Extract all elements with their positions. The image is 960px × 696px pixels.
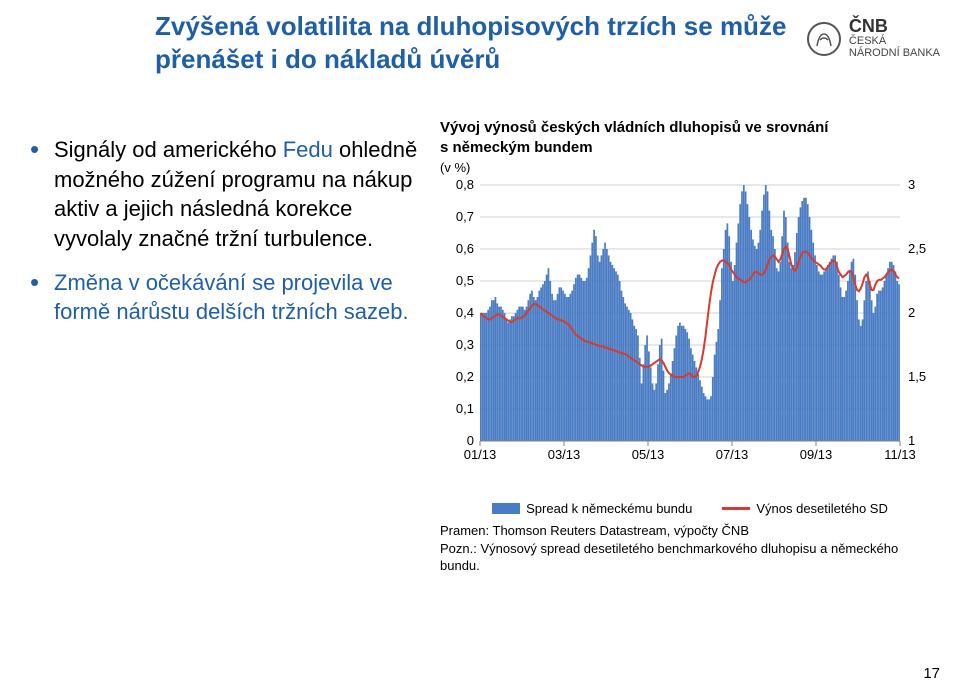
- svg-text:2,5: 2,5: [908, 241, 926, 256]
- chart-title: Vývoj výnosů českých vládních dluhopisů …: [440, 118, 940, 157]
- lion-icon: [805, 20, 843, 58]
- source-line2: Pozn.: Výnosový spread desetiletého benc…: [440, 541, 898, 574]
- svg-text:0,1: 0,1: [456, 401, 474, 416]
- chart-legend: Spread k německému bundu Výnos desetileté…: [440, 501, 940, 516]
- chart-plot: 0 0,1 0,2 0,3 0,4 0,5 0,6 0,7 0,8 1 1,5 2 2,5 3 01/13 0…: [440, 179, 940, 499]
- logo-line2: NÁRODNÍ BANKA: [849, 47, 940, 59]
- chart-title-line2: s německým bundem: [440, 139, 593, 156]
- svg-text:07/13: 07/13: [716, 447, 749, 462]
- legend-label: Výnos desetiletého SD: [756, 501, 888, 516]
- svg-text:1: 1: [908, 433, 915, 448]
- svg-text:11/13: 11/13: [884, 447, 916, 462]
- svg-text:01/13: 01/13: [464, 447, 497, 462]
- page-number: 17: [923, 665, 940, 682]
- svg-text:0,2: 0,2: [456, 369, 474, 384]
- chart-source: Pramen: Thomson Reuters Datastream, výpo…: [440, 522, 940, 575]
- svg-text:3: 3: [908, 179, 915, 192]
- logo-abbr: ČNB: [849, 18, 940, 35]
- chart-title-line1: Vývoj výnosů českých vládních dluhopisů …: [440, 119, 828, 136]
- svg-text:0: 0: [467, 433, 474, 448]
- svg-text:0,4: 0,4: [456, 305, 474, 320]
- svg-text:0,5: 0,5: [456, 273, 474, 288]
- title-line2: přenášet i do nákladů úvěrů: [155, 44, 500, 74]
- legend-item: Spread k německému bundu: [492, 501, 692, 516]
- svg-text:09/13: 09/13: [800, 447, 833, 462]
- svg-text:0,6: 0,6: [456, 241, 474, 256]
- svg-text:0,3: 0,3: [456, 337, 474, 352]
- legend-swatch: [492, 503, 520, 514]
- svg-text:05/13: 05/13: [632, 447, 665, 462]
- chart-block: Vývoj výnosů českých vládních dluhopisů …: [440, 118, 940, 575]
- chart-svg: 0 0,1 0,2 0,3 0,4 0,5 0,6 0,7 0,8 1 1,5 2 2,5 3 01/13 0…: [440, 179, 940, 469]
- page-title: Zvýšená volatilita na dluhopisových trzí…: [155, 10, 786, 75]
- bullet-list: Signály od amerického Fedu ohledně možné…: [30, 135, 420, 341]
- cnb-logo: ČNB ČESKÁ NÁRODNÍ BANKA: [805, 18, 940, 59]
- title-line1: Zvýšená volatilita na dluhopisových trzí…: [155, 11, 786, 41]
- svg-text:0,8: 0,8: [456, 179, 474, 192]
- svg-text:0,7: 0,7: [456, 209, 474, 224]
- legend-item: Výnos desetiletého SD: [722, 501, 888, 516]
- svg-text:1,5: 1,5: [908, 369, 926, 384]
- legend-label: Spread k německému bundu: [526, 501, 692, 516]
- legend-swatch: [722, 507, 750, 510]
- svg-text:03/13: 03/13: [548, 447, 581, 462]
- logo-line1: ČESKÁ: [849, 35, 940, 47]
- source-line1: Pramen: Thomson Reuters Datastream, výpo…: [440, 523, 749, 538]
- list-item: Signály od amerického Fedu ohledně možné…: [30, 135, 420, 254]
- list-item: Změna v očekávání se projevila ve formě …: [30, 268, 420, 327]
- svg-text:2: 2: [908, 305, 915, 320]
- chart-unit: (v %): [440, 160, 940, 175]
